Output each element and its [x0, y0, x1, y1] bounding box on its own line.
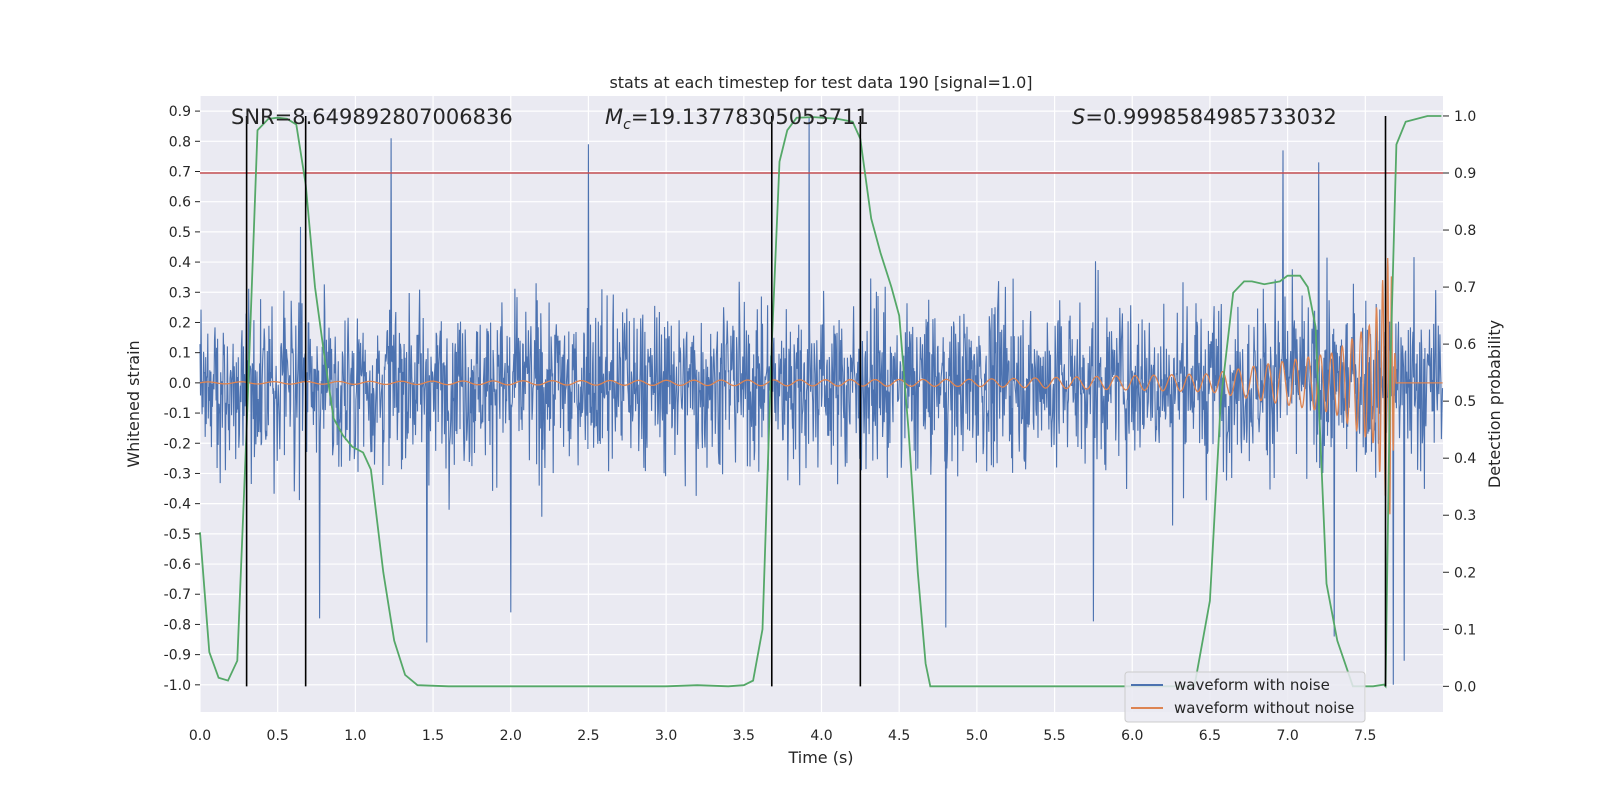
y-tick-label: -0.9 [164, 648, 191, 664]
y-tick-label: 0.3 [169, 285, 191, 301]
axis-ticks: 0.0 0.5 1.0 1.5 2.0 2.5 3.0 3.5 4.0 4.5 5.0 5.5 6.0 6… [164, 104, 1477, 744]
chart-title: stats at each timestep for test data 190… [609, 73, 1032, 92]
legend-box [1124, 671, 1366, 723]
x-tick-label: 4.5 [888, 728, 910, 744]
y-tick-label: -0.8 [164, 617, 191, 633]
y-tick-label: -0.7 [164, 587, 191, 603]
series-noisy-waveform [199, 117, 1444, 685]
legend-label-clean: waveform without noise [1174, 699, 1354, 717]
y-tick-label: 0.6 [169, 195, 191, 211]
score-symbol: S [1072, 105, 1085, 129]
x-tick-label: 0.5 [267, 728, 289, 744]
x-tick-label: 5.5 [1043, 728, 1065, 744]
x-tick-label: 3.5 [733, 728, 755, 744]
legend-label-noise: waveform with noise [1174, 676, 1330, 694]
x-tick-label: 2.0 [500, 728, 522, 744]
x-tick-label: 0.0 [189, 728, 211, 744]
y2-axis-label: Detection probability [1485, 320, 1504, 488]
chirp-mass-symbol: M [605, 105, 623, 129]
y-tick-label: 0.4 [169, 255, 191, 271]
y-tick-label: 0.7 [169, 164, 191, 180]
x-axis-label: Time (s) [787, 748, 853, 767]
series-detection-probability [199, 115, 1442, 689]
plot-content [199, 115, 1444, 689]
vertical-markers [245, 115, 1387, 687]
x-tick-label: 5.0 [966, 728, 988, 744]
x-tick-label: 7.0 [1276, 728, 1298, 744]
legend: waveform with noise waveform without noi… [1124, 671, 1366, 723]
y-tick-label: -1.0 [164, 678, 191, 694]
x-tick-label: 6.0 [1121, 728, 1143, 744]
chirp-mass-subscript: c [623, 117, 631, 133]
score-value: =0.9998584985733032 [1085, 105, 1336, 129]
series-clean-waveform [200, 257, 1443, 515]
y-tick-label: -0.2 [164, 436, 191, 452]
score-annotation: S=0.9998584985733032 [1072, 105, 1337, 129]
x-tick-label: 1.0 [344, 728, 366, 744]
y-tick-label: -0.3 [164, 466, 191, 482]
y2-tick-label: 0.7 [1454, 280, 1476, 296]
y-tick-label: 0.5 [169, 225, 191, 241]
chirp-mass-value: =19.13778305053711 [631, 105, 869, 129]
y2-tick-label: 0.2 [1454, 565, 1476, 581]
y2-tick-label: 0.1 [1454, 622, 1476, 638]
y-tick-label: -0.5 [164, 527, 191, 543]
x-tick-label: 3.0 [655, 728, 677, 744]
x-tick-label: 4.0 [810, 728, 832, 744]
y2-tick-label: 0.0 [1454, 679, 1476, 695]
y-tick-label: 0.0 [169, 376, 191, 392]
y2-tick-label: 1.0 [1454, 109, 1476, 125]
y-axis-label: Whitened strain [124, 340, 143, 467]
y2-tick-label: 0.4 [1454, 451, 1476, 467]
y2-tick-label: 0.5 [1454, 394, 1476, 410]
y-tick-label: 0.1 [169, 346, 191, 362]
y2-tick-label: 0.3 [1454, 508, 1476, 524]
y2-tick-label: 0.9 [1454, 166, 1476, 182]
y-tick-label: 0.9 [169, 104, 191, 120]
x-tick-label: 6.5 [1199, 728, 1221, 744]
y-tick-label: -0.6 [164, 557, 191, 573]
y-tick-label: 0.8 [169, 134, 191, 150]
y-tick-label: -0.1 [164, 406, 191, 422]
snr-annotation: SNR=8.649892807006836 [231, 105, 513, 129]
y-tick-label: 0.2 [169, 315, 191, 331]
x-tick-label: 1.5 [422, 728, 444, 744]
chirp-mass-annotation: Mc=19.13778305053711 [605, 105, 869, 133]
y-tick-label: -0.4 [164, 497, 191, 513]
x-tick-label: 7.5 [1354, 728, 1376, 744]
x-tick-label: 2.5 [577, 728, 599, 744]
y2-tick-label: 0.8 [1454, 223, 1476, 239]
y2-tick-label: 0.6 [1454, 337, 1476, 353]
